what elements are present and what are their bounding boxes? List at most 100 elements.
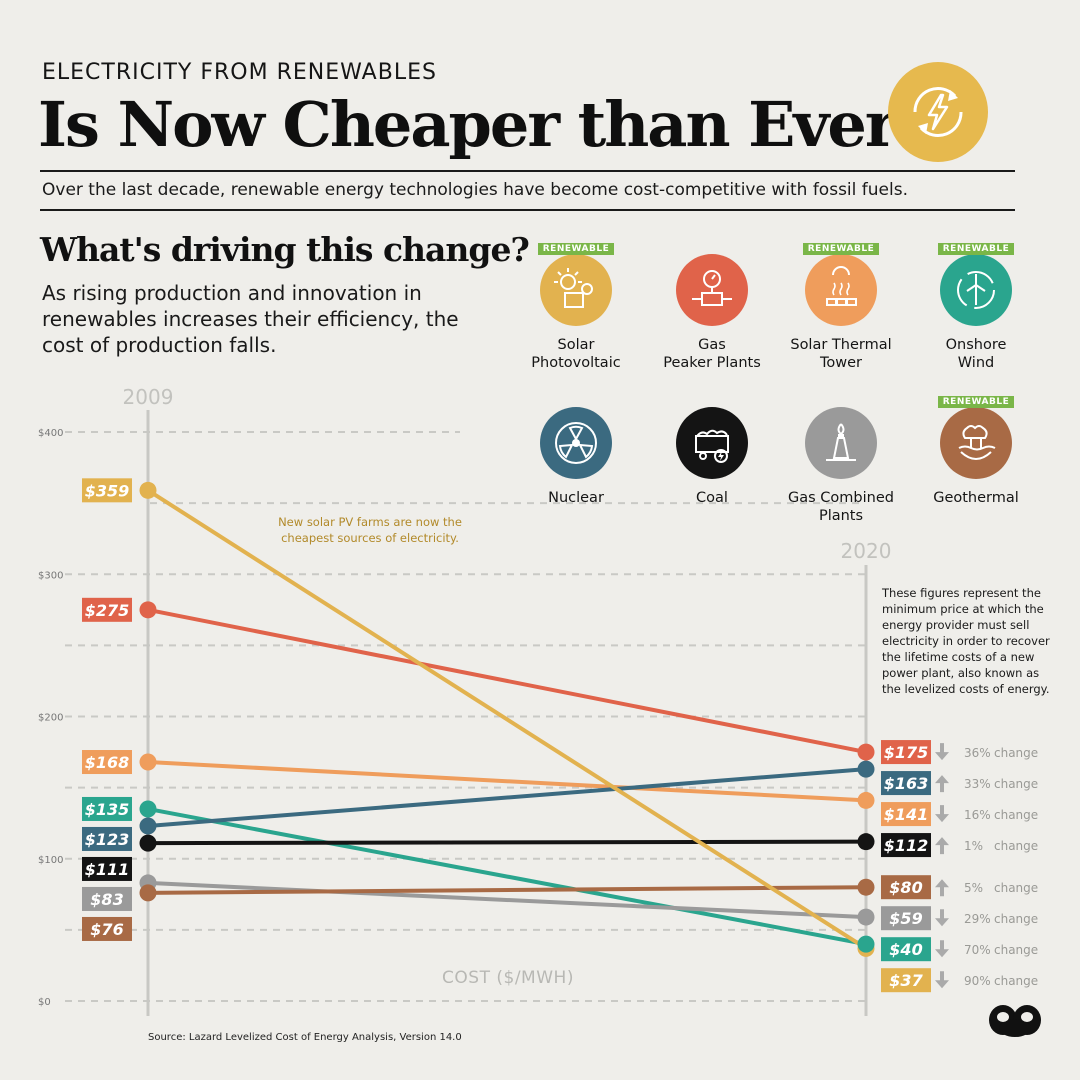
value-label-2020-box xyxy=(881,740,931,765)
change-word: change xyxy=(994,912,1038,926)
point-2009 xyxy=(139,834,157,852)
legend-line1: Solar xyxy=(557,337,595,353)
legend-line1: Solar Thermal xyxy=(790,337,892,353)
legend-line1: Coal xyxy=(696,490,728,506)
change-percent: 5% xyxy=(964,881,983,895)
lcoe-note-line: the lifetime costs of a new xyxy=(882,650,1034,664)
kicker: ELECTRICITY FROM RENEWABLES xyxy=(42,60,437,85)
change-percent: 90% xyxy=(964,974,991,988)
point-2020 xyxy=(857,878,875,896)
point-2009 xyxy=(139,817,157,835)
renewable-badge: RENEWABLE xyxy=(937,396,1015,408)
down-arrow-icon xyxy=(935,743,949,761)
value-label-2020-box xyxy=(881,771,931,796)
value-label-2009: $83 xyxy=(90,890,123,909)
point-2020 xyxy=(857,743,875,761)
renewable-badge: RENEWABLE xyxy=(802,243,880,255)
year-label-2009: 2009 xyxy=(123,385,174,409)
value-label-2020: $141 xyxy=(884,805,929,824)
value-label-2020-box xyxy=(881,937,931,962)
value-label-2009-box xyxy=(82,826,132,851)
coal-cart-icon xyxy=(676,407,748,479)
value-label-2009-box xyxy=(82,916,132,941)
lcoe-note-line: minimum price at which the xyxy=(882,602,1044,616)
value-label-2009: $123 xyxy=(85,830,130,849)
section-title: What's driving this change? xyxy=(40,230,530,269)
change-percent: 33% xyxy=(964,777,991,791)
legend-gas-peaker: Gas Peaker Plants xyxy=(642,236,782,372)
series-line xyxy=(146,488,868,951)
y-tick-label: $0 xyxy=(38,997,51,1008)
value-label-2009-box xyxy=(82,796,132,821)
point-2020 xyxy=(857,833,875,851)
change-percent: 36% xyxy=(964,746,991,760)
solar-note-line1: New solar PV farms are now the xyxy=(278,515,462,529)
legend-line2: Wind xyxy=(957,355,995,371)
value-label-2009: $135 xyxy=(85,800,130,819)
series-line xyxy=(147,839,867,846)
change-percent: 70% xyxy=(964,943,991,957)
chart-axes: 2009 2020 COST ($/MWH) xyxy=(123,385,892,1016)
legend-line1: Gas xyxy=(698,337,726,353)
point-2020 xyxy=(857,908,875,926)
value-label-2009: $359 xyxy=(85,481,130,500)
value-label-2009: $275 xyxy=(85,601,130,620)
value-label-2020: $40 xyxy=(889,940,922,959)
brand-logo-icon xyxy=(989,1005,1041,1037)
y-tick-label: $300 xyxy=(38,570,63,581)
change-word: change xyxy=(994,881,1038,895)
lcoe-note-line: energy provider must sell xyxy=(882,618,1029,632)
value-label-2020: $175 xyxy=(884,743,929,762)
legend-line2: Tower xyxy=(819,355,862,371)
down-arrow-icon xyxy=(935,940,949,958)
change-word: change xyxy=(994,943,1038,957)
subtitle: Over the last decade, renewable energy t… xyxy=(42,180,908,200)
geothermal-icon xyxy=(940,407,1012,479)
value-label-2020-box xyxy=(881,906,931,931)
point-2009 xyxy=(139,800,157,818)
lcoe-note-line: These figures represent the xyxy=(881,586,1041,600)
legend-coal: Coal xyxy=(642,389,782,507)
down-arrow-icon xyxy=(935,909,949,927)
point-2020 xyxy=(857,760,875,778)
lightning-cycle-icon xyxy=(913,87,963,137)
header-rule-top xyxy=(40,170,1015,172)
value-label-2020: $112 xyxy=(884,836,929,855)
lcoe-note-line: power plant, also known as xyxy=(882,666,1039,680)
legend-solar-thermal: RENEWABLE Solar Thermal Tower xyxy=(771,236,911,372)
wind-turbine-icon xyxy=(940,254,1012,326)
value-label-2020-box xyxy=(881,968,931,993)
lcoe-note-line: the levelized costs of energy. xyxy=(882,682,1049,696)
year-label-2020: 2020 xyxy=(841,539,892,563)
legend-line2: Photovoltaic xyxy=(531,355,621,371)
value-label-2020-box xyxy=(881,833,931,858)
y-axis-title: COST ($/MWH) xyxy=(442,968,574,988)
change-word: change xyxy=(994,777,1038,791)
value-label-2020-box xyxy=(881,802,931,827)
source-note: Source: Lazard Levelized Cost of Energy … xyxy=(148,1032,462,1043)
up-arrow-icon xyxy=(935,775,949,793)
lcoe-annotation: These figures represent the minimum price… xyxy=(881,586,1050,696)
value-label-2009: $76 xyxy=(90,920,123,939)
value-label-2009-box xyxy=(82,478,132,503)
chart-grid: $0 $100 $200 $300 $400 xyxy=(38,428,865,1008)
series-line xyxy=(147,607,867,755)
change-word: change xyxy=(994,808,1038,822)
value-label-2009-box xyxy=(82,856,132,881)
value-label-2020: $163 xyxy=(884,774,929,793)
legend-line1: Gas Combined xyxy=(788,490,894,506)
solar-note-line2: cheapest sources of electricity. xyxy=(281,531,459,545)
legend-line1: Nuclear xyxy=(548,490,604,506)
series-dots xyxy=(139,481,875,957)
legend-line2: Peaker Plants xyxy=(663,355,761,371)
series-line xyxy=(147,760,867,803)
point-2009 xyxy=(139,884,157,902)
down-arrow-icon xyxy=(935,805,949,823)
value-label-2009-box xyxy=(82,886,132,911)
value-label-2020-box xyxy=(881,875,931,900)
point-2009 xyxy=(139,753,157,771)
gas-meter-icon xyxy=(676,254,748,326)
solar-annotation: New solar PV farms are now the cheapest … xyxy=(278,515,462,545)
change-percent: 29% xyxy=(964,912,991,926)
